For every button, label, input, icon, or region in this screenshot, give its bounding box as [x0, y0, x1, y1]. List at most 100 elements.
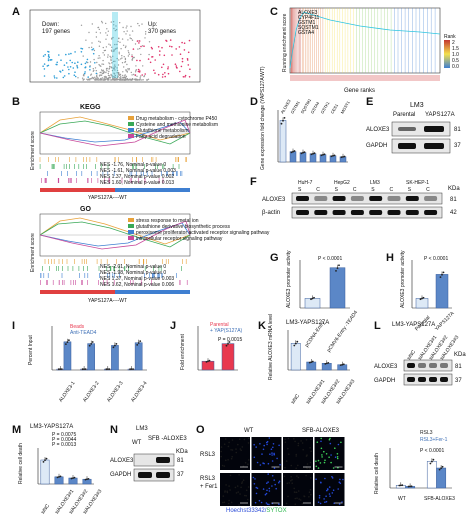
micro-cell [324, 459, 326, 461]
replicate-point [332, 154, 334, 157]
volcano-point-ns [95, 36, 98, 38]
replicate-point [333, 154, 336, 157]
volcano-point-up [188, 39, 191, 42]
volcano-point-down [43, 75, 46, 77]
volcano-point-ns [113, 76, 116, 78]
bar-YAPS127A [435, 274, 449, 309]
volcano-point-ns [108, 70, 110, 73]
micro-cell [231, 439, 234, 441]
micro-cell [332, 489, 335, 491]
replicate-point [84, 478, 87, 481]
micro-cell [247, 459, 250, 461]
volcano-point-ns [117, 76, 119, 79]
volcano-point-down [80, 47, 82, 50]
blot-f-sc-6: S [407, 187, 412, 193]
volcano-point-down [84, 71, 86, 73]
replicate-point [91, 341, 94, 343]
volcano-point-up [164, 75, 166, 78]
go-xlabel: YAPS127A----WT [88, 298, 128, 304]
replicate-point [300, 152, 303, 155]
micro-cell [309, 447, 311, 449]
micro-row1: RSL3 [200, 452, 216, 458]
chart-i-legend-0: Beads [70, 324, 85, 330]
volcano-point-ns [85, 39, 87, 41]
chart-k-ylabel: Relative ALOXE3 mRNA level [268, 313, 274, 380]
replicate-point [90, 343, 93, 345]
volcano-point-up [151, 56, 153, 58]
volcano-point-up [181, 57, 184, 60]
volcano-point-ns [148, 41, 151, 43]
volcano-point-up [140, 45, 142, 48]
replicate-point [86, 478, 88, 481]
replicate-point [207, 360, 209, 363]
micro-cell [315, 478, 317, 480]
volcano-point-ns [118, 72, 120, 74]
volcano-point-down [89, 66, 91, 68]
gsea-ylabel: Running enrichment score [282, 13, 288, 72]
micro-cell [226, 490, 228, 493]
volcano-point-ns [105, 22, 107, 25]
micro-cell [310, 438, 312, 441]
micro-cell [286, 482, 289, 485]
blot-l-row2: GAPDH [374, 378, 396, 384]
replicate-point [290, 151, 293, 154]
micro-cell [330, 461, 332, 464]
micro-cell [226, 491, 229, 494]
replicate-point [311, 360, 314, 363]
blot-f-band-actin [314, 210, 328, 215]
micro-cell [340, 441, 342, 444]
volcano-point-ns [138, 25, 140, 27]
volcano-point-up [181, 60, 184, 63]
replicate-point [205, 361, 208, 363]
micro-cell [271, 485, 273, 487]
volcano-point-up [179, 53, 182, 55]
volcano-point-ns [105, 38, 107, 40]
volcano-point-ns [102, 59, 104, 62]
replicate-point [422, 296, 425, 299]
go-legend-text: stress response to metal ion [136, 218, 199, 224]
replicate-point [432, 458, 435, 461]
micro-cell [271, 460, 274, 462]
micro-cell [310, 450, 312, 453]
chart-i-xcat-3: ALOXE3-4 [130, 380, 149, 404]
micro-cell [321, 454, 323, 456]
micro-cell [330, 454, 332, 456]
blot-n-kda: KDa [176, 449, 188, 455]
volcano-point-ns [90, 46, 93, 48]
blot-f-band-aloxe3 [369, 196, 383, 201]
volcano-point-ns [130, 71, 132, 74]
micro-cell [273, 467, 276, 469]
volcano-point-ns [98, 75, 101, 77]
volcano-point-ns [102, 71, 105, 73]
replicate-point [208, 359, 211, 362]
micro-cell [241, 482, 243, 484]
bar-Parental [201, 360, 215, 371]
go-legend-swatch [128, 230, 134, 234]
volcano-point-ns [102, 69, 105, 71]
blot-f-band-aloxe3 [296, 196, 309, 201]
replicate-point [398, 484, 401, 487]
volcano-point-ns [88, 46, 90, 49]
volcano-point-ns [114, 78, 116, 80]
chart-g-pval: P < 0.0001 [318, 256, 343, 262]
chart-o [389, 448, 452, 489]
volcano-point-ns [114, 66, 116, 68]
blot-f-row2: β-actin [262, 210, 281, 216]
micro-cell [238, 474, 240, 476]
gsea-legend-value-4: 0.0 [452, 64, 459, 70]
chart-m-pval-2: P = 0.0013 [52, 442, 77, 448]
blot-e-kda2: 37 [454, 143, 461, 149]
micro-cell [230, 501, 233, 504]
micro-cell [315, 465, 318, 468]
volcano-point-ns [131, 58, 134, 60]
bar-siALOXE3#2 [321, 363, 332, 371]
micro-cell [305, 474, 307, 477]
micro-row2a: RSL3 [200, 476, 216, 482]
volcano-point-up [175, 66, 178, 69]
volcano-point-ns [118, 51, 120, 53]
volcano-point-ns [128, 79, 130, 81]
volcano-point-ns [80, 24, 83, 26]
chart-j-pval: P = 0.0015 [218, 337, 243, 343]
volcano-point-ns [101, 77, 104, 79]
volcano-point-ns [98, 55, 100, 57]
